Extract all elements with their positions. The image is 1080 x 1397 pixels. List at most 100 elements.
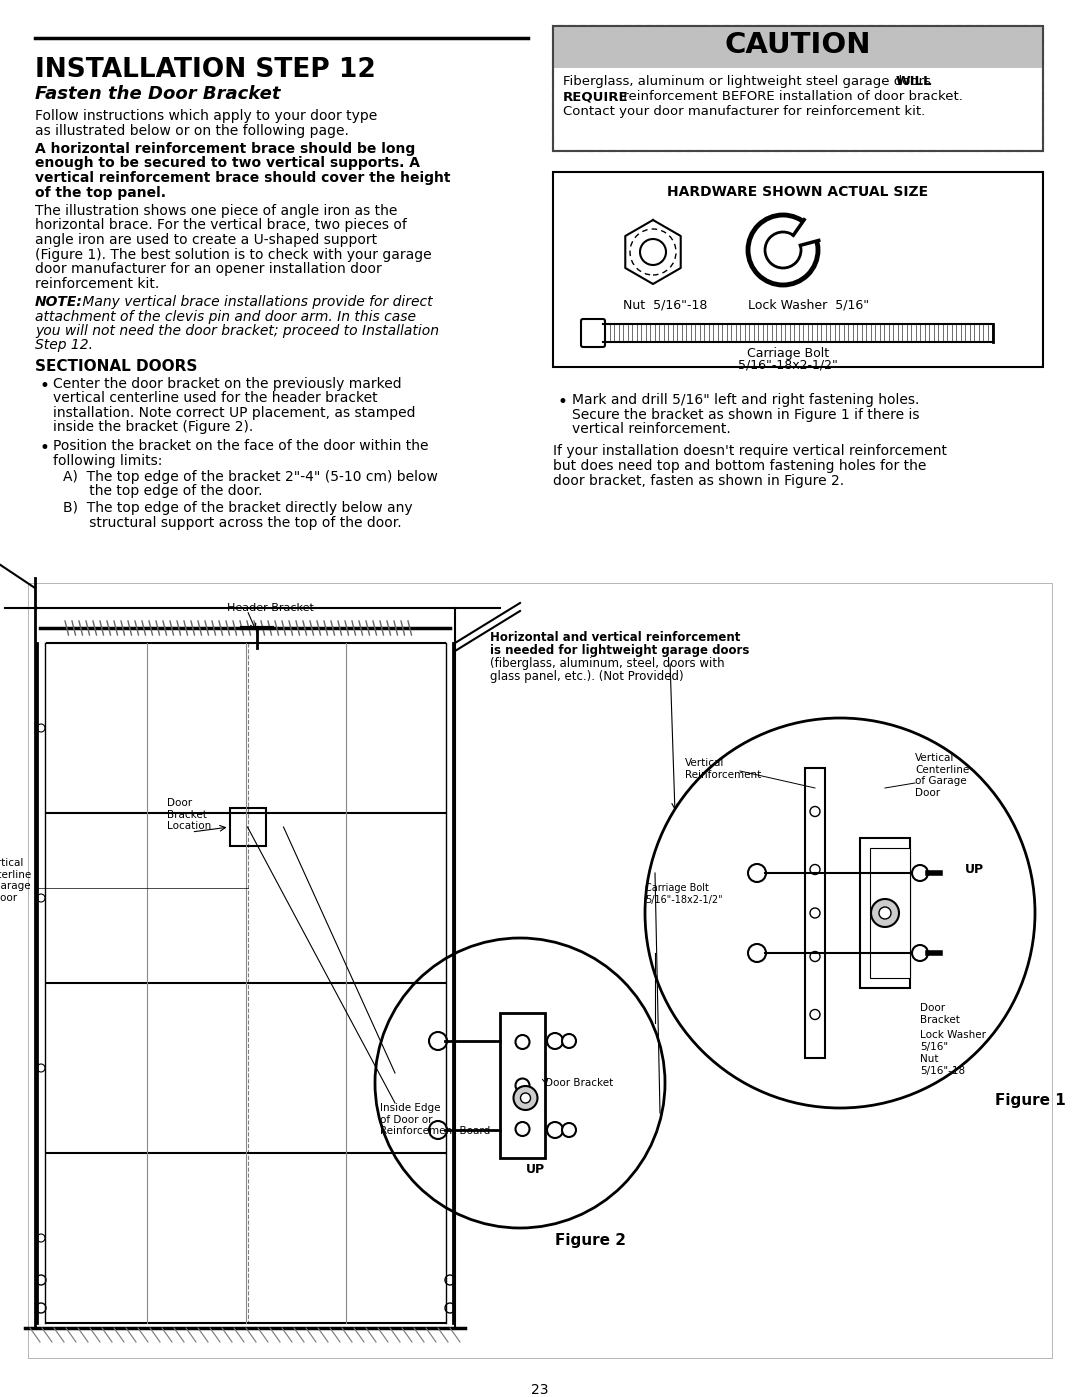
Circle shape — [546, 1122, 563, 1139]
Text: Vertical
Centerline
of Garage
Door: Vertical Centerline of Garage Door — [915, 753, 969, 798]
Circle shape — [375, 937, 665, 1228]
Text: as illustrated below or on the following page.: as illustrated below or on the following… — [35, 123, 349, 137]
Circle shape — [515, 1122, 529, 1136]
Text: of the top panel.: of the top panel. — [35, 186, 166, 200]
Text: Carriage Bolt
5/16"-18x2-1/2": Carriage Bolt 5/16"-18x2-1/2" — [645, 883, 723, 905]
Text: Fasten the Door Bracket: Fasten the Door Bracket — [35, 85, 281, 103]
Circle shape — [521, 1092, 530, 1104]
Bar — [553, 27, 1043, 151]
Circle shape — [429, 1120, 447, 1139]
Text: (fiberglass, aluminum, steel, doors with: (fiberglass, aluminum, steel, doors with — [490, 657, 725, 671]
Polygon shape — [625, 219, 680, 284]
Circle shape — [429, 1032, 447, 1051]
Text: REQUIRE: REQUIRE — [563, 89, 629, 103]
Text: installation. Note correct UP placement, as stamped: installation. Note correct UP placement,… — [53, 407, 416, 420]
Text: Vertical
Centerline
of Garage
Door: Vertical Centerline of Garage Door — [0, 858, 32, 902]
Text: but does need top and bottom fastening holes for the: but does need top and bottom fastening h… — [553, 460, 927, 474]
Circle shape — [879, 907, 891, 919]
Text: horizontal brace. For the vertical brace, two pieces of: horizontal brace. For the vertical brace… — [35, 218, 407, 232]
Text: structural support across the top of the door.: structural support across the top of the… — [63, 515, 402, 529]
Circle shape — [37, 1065, 45, 1071]
Text: Lock Washer
5/16": Lock Washer 5/16" — [920, 1030, 986, 1052]
Circle shape — [562, 1034, 576, 1048]
Circle shape — [36, 1303, 46, 1313]
Text: is needed for lightweight garage doors: is needed for lightweight garage doors — [490, 644, 750, 657]
Text: Nut
5/16"-18: Nut 5/16"-18 — [920, 1053, 966, 1076]
Circle shape — [810, 865, 820, 875]
Text: Contact your door manufacturer for reinforcement kit.: Contact your door manufacturer for reinf… — [563, 105, 926, 117]
Bar — [28, 583, 1052, 1358]
Text: A)  The top edge of the bracket 2"-4" (5-10 cm) below: A) The top edge of the bracket 2"-4" (5-… — [63, 469, 437, 483]
Text: Fiberglass, aluminum or lightweight steel garage doors: Fiberglass, aluminum or lightweight stee… — [563, 75, 935, 88]
Text: Figure 1: Figure 1 — [995, 1092, 1066, 1108]
Circle shape — [445, 1275, 455, 1285]
Bar — [553, 27, 1043, 151]
Text: INSTALLATION STEP 12: INSTALLATION STEP 12 — [35, 57, 376, 82]
Circle shape — [515, 1035, 529, 1049]
Text: 5/16"-18x2-1/2": 5/16"-18x2-1/2" — [738, 358, 838, 372]
Text: A horizontal reinforcement brace should be long: A horizontal reinforcement brace should … — [35, 142, 415, 156]
Circle shape — [562, 1123, 576, 1137]
Text: Door Bracket: Door Bracket — [545, 1078, 613, 1088]
Text: Figure 2: Figure 2 — [555, 1234, 626, 1248]
Text: Horizontal and vertical reinforcement: Horizontal and vertical reinforcement — [490, 631, 741, 644]
Bar — [229, 807, 266, 847]
Circle shape — [810, 1010, 820, 1020]
Text: UP: UP — [966, 863, 984, 876]
Bar — [553, 172, 1043, 367]
Text: •: • — [39, 377, 49, 395]
Text: CAUTION: CAUTION — [725, 31, 872, 59]
Circle shape — [810, 806, 820, 816]
Text: (Figure 1). The best solution is to check with your garage: (Figure 1). The best solution is to chec… — [35, 247, 432, 261]
Text: vertical centerline used for the header bracket: vertical centerline used for the header … — [53, 391, 378, 405]
Bar — [500, 1013, 545, 1158]
Circle shape — [37, 894, 45, 902]
Circle shape — [765, 232, 801, 268]
Circle shape — [445, 1303, 455, 1313]
Text: enough to be secured to two vertical supports. A: enough to be secured to two vertical sup… — [35, 156, 420, 170]
Bar — [553, 27, 1043, 68]
Text: Mark and drill 5/16" left and right fastening holes.: Mark and drill 5/16" left and right fast… — [572, 393, 919, 407]
Text: WILL: WILL — [896, 75, 932, 88]
Circle shape — [37, 1234, 45, 1242]
Circle shape — [870, 900, 899, 928]
Text: glass panel, etc.). (Not Provided): glass panel, etc.). (Not Provided) — [490, 671, 684, 683]
Circle shape — [810, 951, 820, 961]
Text: reinforcement BEFORE installation of door bracket.: reinforcement BEFORE installation of doo… — [619, 89, 963, 103]
Text: Door
Bracket: Door Bracket — [920, 1003, 960, 1024]
Text: angle iron are used to create a U-shaped support: angle iron are used to create a U-shaped… — [35, 233, 377, 247]
Circle shape — [513, 1085, 538, 1111]
Circle shape — [515, 1078, 529, 1092]
Text: •: • — [558, 393, 568, 411]
Text: Step 12.: Step 12. — [35, 338, 93, 352]
Text: vertical reinforcement.: vertical reinforcement. — [572, 422, 731, 436]
Text: Door
Bracket
Location: Door Bracket Location — [167, 798, 212, 831]
Text: UP: UP — [526, 1162, 544, 1176]
Circle shape — [36, 1275, 46, 1285]
Text: reinforcement kit.: reinforcement kit. — [35, 277, 159, 291]
Text: Secure the bracket as shown in Figure 1 if there is: Secure the bracket as shown in Figure 1 … — [572, 408, 919, 422]
Circle shape — [546, 1032, 563, 1049]
Bar — [870, 848, 910, 978]
Text: NOTE:: NOTE: — [35, 295, 83, 309]
Text: B)  The top edge of the bracket directly below any: B) The top edge of the bracket directly … — [63, 502, 413, 515]
Text: If your installation doesn't require vertical reinforcement: If your installation doesn't require ver… — [553, 444, 947, 458]
Text: attachment of the clevis pin and door arm. In this case: attachment of the clevis pin and door ar… — [35, 310, 416, 324]
Text: door manufacturer for an opener installation door: door manufacturer for an opener installa… — [35, 263, 381, 277]
Text: vertical reinforcement brace should cover the height: vertical reinforcement brace should cove… — [35, 170, 450, 184]
Text: SECTIONAL DOORS: SECTIONAL DOORS — [35, 359, 198, 374]
Text: you will not need the door bracket; proceed to Installation: you will not need the door bracket; proc… — [35, 324, 438, 338]
Circle shape — [645, 718, 1035, 1108]
Text: HARDWARE SHOWN ACTUAL SIZE: HARDWARE SHOWN ACTUAL SIZE — [667, 184, 929, 198]
Circle shape — [748, 944, 766, 963]
Circle shape — [912, 865, 928, 882]
Text: Many vertical brace installations provide for direct: Many vertical brace installations provid… — [78, 295, 433, 309]
FancyBboxPatch shape — [581, 319, 605, 346]
Circle shape — [748, 863, 766, 882]
Text: Header Bracket: Header Bracket — [227, 604, 314, 613]
Text: Inside Edge
of Door or
Reinforcement Board: Inside Edge of Door or Reinforcement Boa… — [380, 1104, 490, 1136]
Text: Carriage Bolt: Carriage Bolt — [747, 346, 829, 360]
Circle shape — [912, 944, 928, 961]
Text: The illustration shows one piece of angle iron as the: The illustration shows one piece of angl… — [35, 204, 397, 218]
Text: •: • — [39, 439, 49, 457]
